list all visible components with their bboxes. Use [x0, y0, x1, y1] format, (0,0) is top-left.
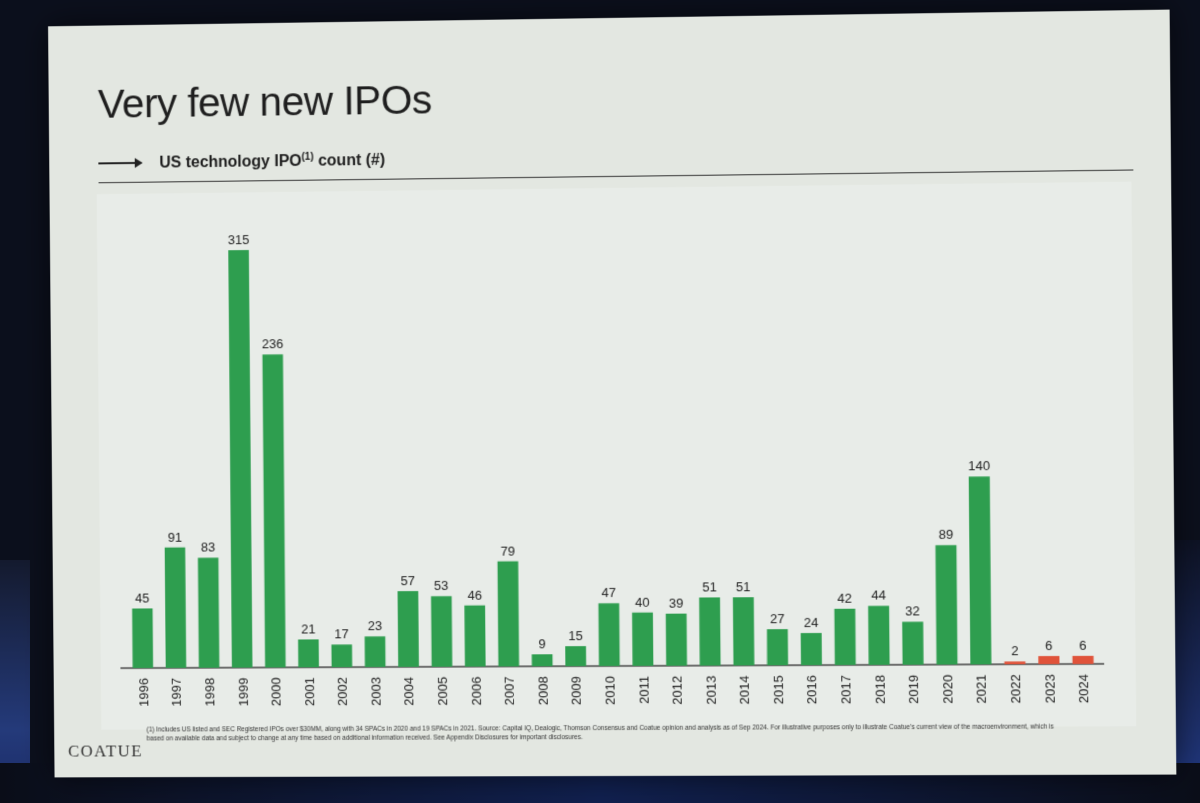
- x-tick-label-2017: 2017: [838, 675, 853, 704]
- bar-2016: [801, 633, 822, 665]
- data-label-2003: 23: [368, 618, 382, 633]
- x-tick-label-2013: 2013: [703, 676, 718, 705]
- bar-2012: [666, 614, 687, 666]
- bar-2005: [431, 596, 452, 667]
- x-tick-label-2006: 2006: [468, 677, 483, 706]
- x-tick-label-2001: 2001: [302, 677, 317, 706]
- bar-2009: [565, 646, 586, 666]
- data-label-2022: 2: [1011, 643, 1018, 658]
- x-tick-label-2023: 2023: [1042, 674, 1058, 703]
- x-tick-label-2016: 2016: [804, 675, 819, 704]
- bar-2019: [902, 622, 923, 665]
- x-tick-label-2014: 2014: [737, 675, 752, 704]
- bar-2024: [1072, 656, 1093, 664]
- x-tick-label-2019: 2019: [906, 675, 921, 704]
- x-tick-label-1997: 1997: [169, 678, 184, 707]
- bar-2023: [1038, 656, 1059, 664]
- x-tick-label-2000: 2000: [268, 677, 283, 706]
- x-tick-label-2008: 2008: [535, 676, 550, 705]
- bar-2001: [298, 639, 319, 667]
- bar-2006: [464, 605, 485, 666]
- bar-2010: [598, 603, 619, 666]
- data-label-2004: 57: [401, 573, 415, 588]
- chart-subtitle-main: US technology IPO: [159, 153, 301, 172]
- bar-2002: [331, 645, 352, 668]
- data-label-2011: 40: [635, 594, 650, 609]
- x-tick-label-1999: 1999: [235, 677, 250, 706]
- bar-2004: [398, 591, 419, 667]
- x-tick-label-2018: 2018: [872, 675, 887, 704]
- bar-1996: [132, 608, 153, 668]
- data-label-2009: 15: [568, 628, 583, 643]
- x-tick-label-2007: 2007: [502, 676, 517, 705]
- footnote: (1) Includes US listed and SEC Registere…: [147, 722, 1057, 743]
- bar-chart: 4519969119978319983151999236200021200117…: [97, 182, 1137, 730]
- bar-2017: [834, 609, 855, 665]
- bar-2021: [969, 476, 992, 664]
- bar-2020: [935, 545, 957, 664]
- data-label-1996: 45: [135, 591, 149, 606]
- x-tick-label-2024: 2024: [1076, 674, 1092, 703]
- data-label-2007: 79: [500, 543, 515, 558]
- presentation-slide: Very few new IPOs US technology IPO(1) c…: [48, 10, 1176, 778]
- bar-2000: [262, 354, 285, 667]
- chart-subtitle: US technology IPO(1) count (#): [159, 151, 385, 173]
- x-tick-label-2022: 2022: [1008, 674, 1024, 703]
- data-label-2010: 47: [601, 585, 616, 600]
- x-tick-label-2003: 2003: [368, 677, 383, 706]
- data-label-1999: 315: [228, 232, 250, 247]
- x-tick-label-2002: 2002: [335, 677, 350, 706]
- arrow-right-icon: [98, 162, 141, 165]
- x-tick-label-2009: 2009: [569, 676, 584, 705]
- data-label-2001: 21: [301, 621, 315, 636]
- bar-2008: [532, 654, 553, 666]
- x-tick-label-2005: 2005: [435, 677, 450, 706]
- chart-subtitle-suffix: count (#): [314, 152, 386, 170]
- data-label-2002: 17: [334, 627, 348, 642]
- data-label-2023: 6: [1045, 638, 1052, 653]
- data-label-2014: 51: [736, 579, 751, 594]
- bar-2018: [868, 606, 889, 665]
- data-label-2013: 51: [702, 579, 717, 594]
- x-tick-label-2004: 2004: [402, 677, 417, 706]
- bar-2014: [733, 597, 754, 665]
- data-label-2020: 89: [938, 527, 953, 542]
- bar-1999: [228, 250, 252, 668]
- data-label-2017: 42: [837, 591, 852, 606]
- bar-2011: [632, 612, 653, 665]
- data-label-2012: 39: [669, 596, 684, 611]
- bar-1997: [165, 547, 187, 668]
- x-tick-label-2015: 2015: [771, 675, 786, 704]
- data-label-1998: 83: [201, 540, 215, 555]
- data-label-2018: 44: [871, 588, 886, 603]
- x-tick-label-2010: 2010: [602, 676, 617, 705]
- bar-2022: [1004, 661, 1025, 664]
- bar-2007: [497, 561, 519, 666]
- data-label-2005: 53: [434, 578, 448, 593]
- bar-2003: [365, 636, 386, 667]
- chart-subtitle-footnote-ref: (1): [301, 152, 313, 163]
- data-label-2019: 32: [905, 604, 920, 619]
- chart-subtitle-row: US technology IPO(1) count (#): [98, 141, 1133, 183]
- x-tick-label-2012: 2012: [670, 676, 685, 705]
- data-label-2016: 24: [804, 615, 819, 630]
- bar-1998: [198, 558, 219, 668]
- data-label-2015: 27: [770, 611, 785, 626]
- company-logo: COATUE: [68, 741, 143, 761]
- data-label-2006: 46: [468, 587, 483, 602]
- x-tick-label-1998: 1998: [202, 678, 217, 707]
- data-label-2008: 9: [538, 636, 545, 651]
- data-label-2024: 6: [1079, 638, 1086, 653]
- x-tick-label-2011: 2011: [636, 676, 651, 704]
- x-tick-label-2020: 2020: [940, 675, 955, 704]
- x-tick-label-1996: 1996: [136, 678, 151, 707]
- x-tick-label-2021: 2021: [974, 674, 990, 703]
- data-label-1997: 91: [168, 529, 182, 544]
- slide-title: Very few new IPOs: [98, 76, 432, 127]
- bar-2013: [699, 597, 720, 665]
- bar-2015: [767, 629, 788, 665]
- chart-panel: 45 1996 91 1997 83 1998 315 1999 236 2000 21 2001 17…: [97, 182, 1137, 730]
- data-label-2000: 236: [262, 336, 284, 351]
- data-label-2021: 140: [968, 458, 990, 473]
